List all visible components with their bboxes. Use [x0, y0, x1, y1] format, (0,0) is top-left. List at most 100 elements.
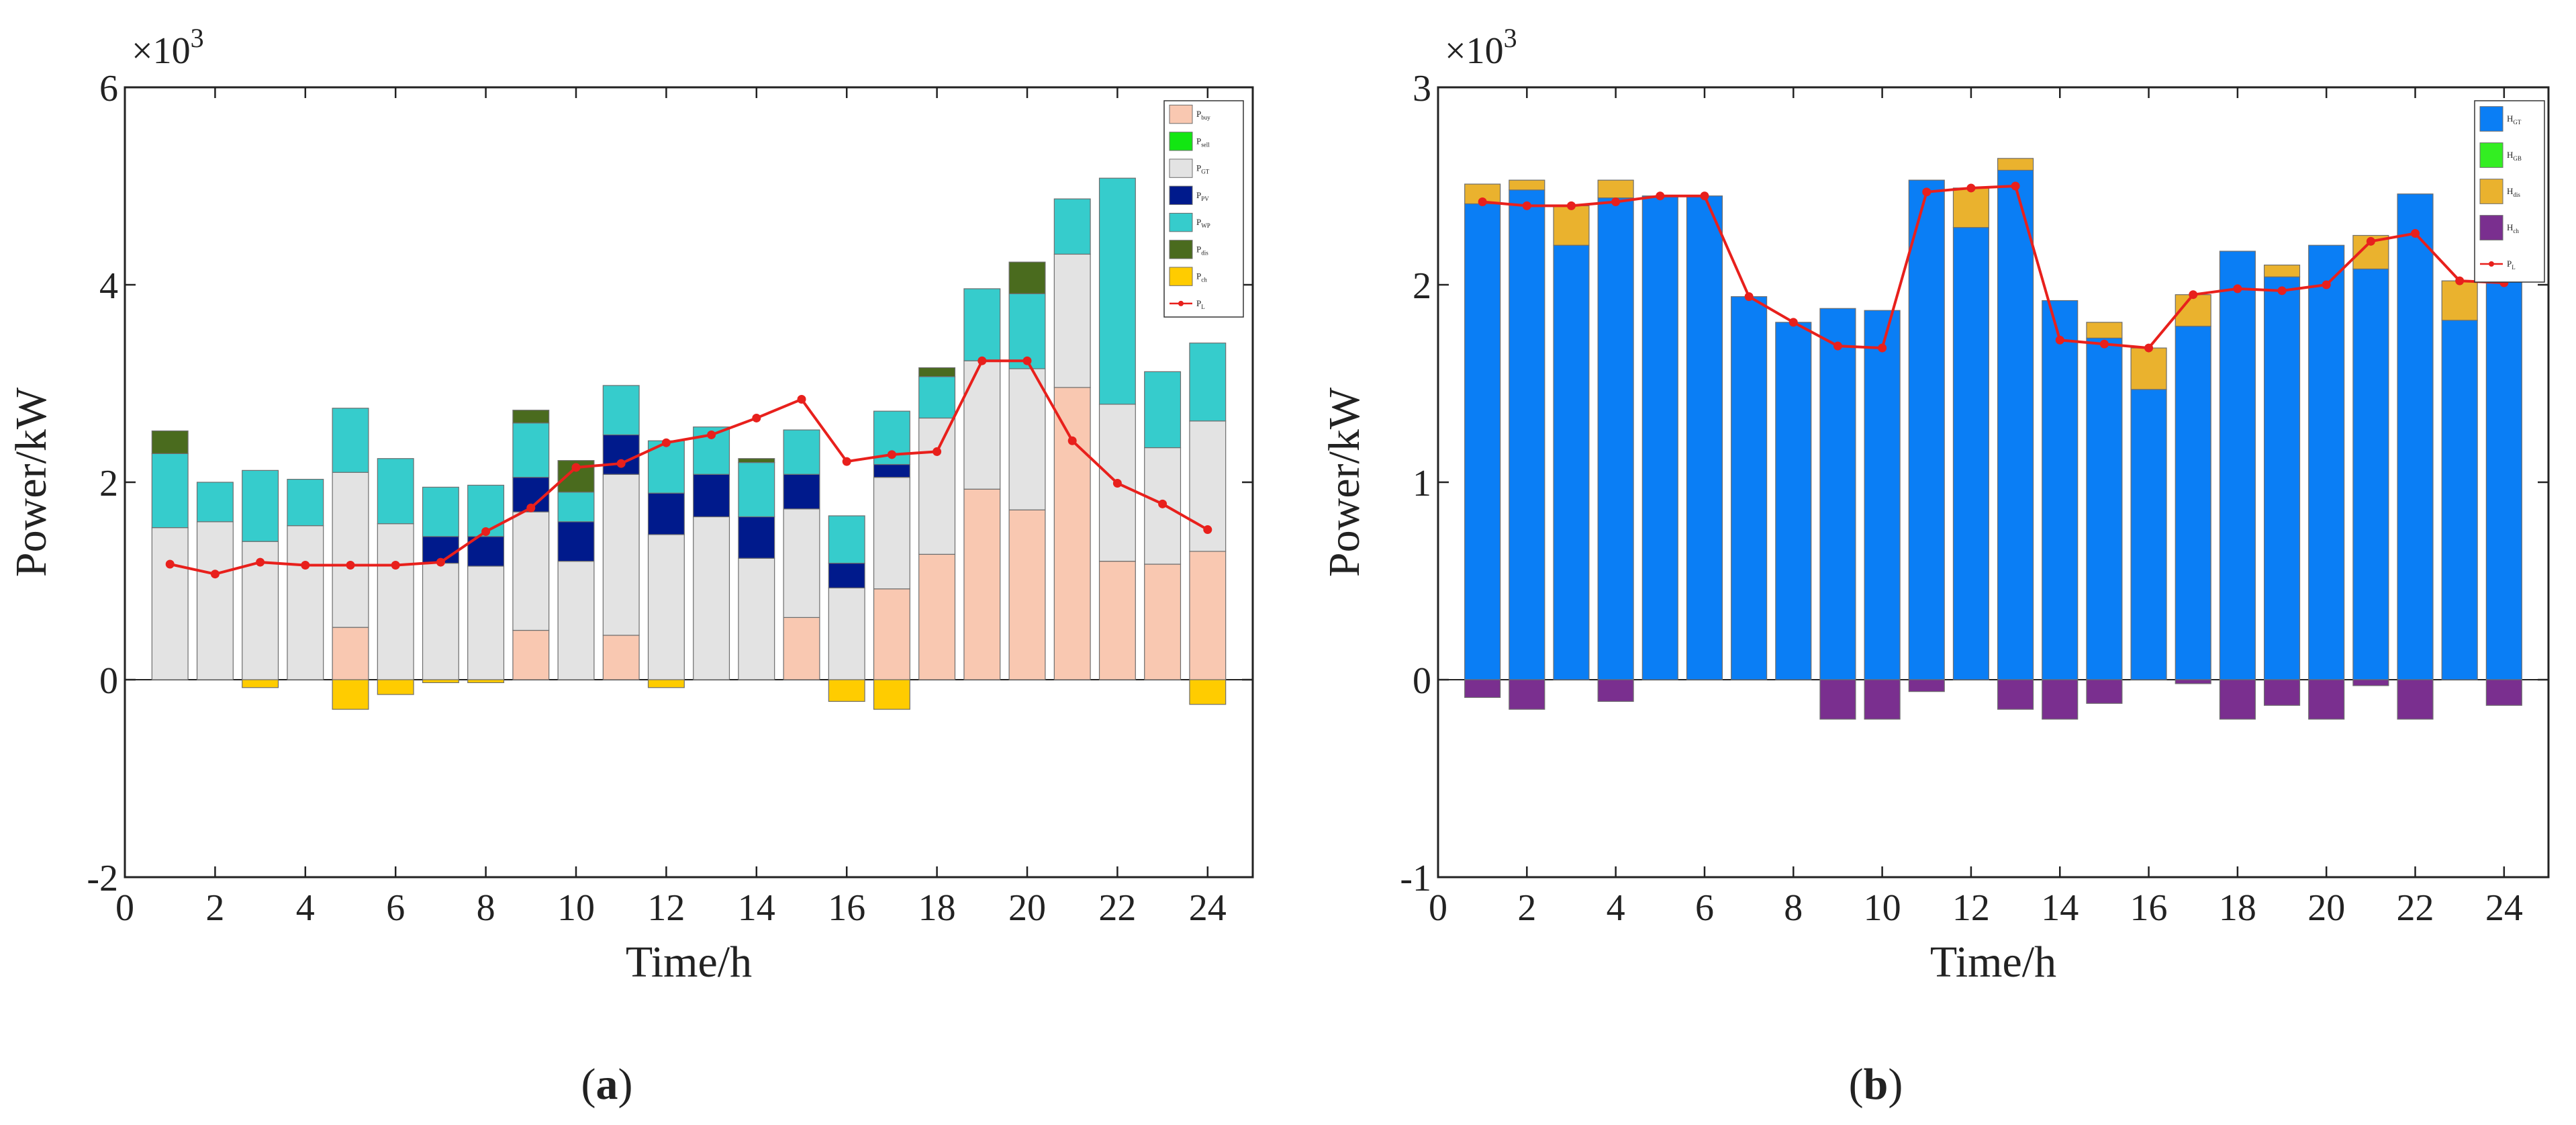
- bar-a-PGT-t11: [602, 474, 640, 636]
- point-a-PL-t21: [1067, 436, 1077, 445]
- bar-b-HGT-t19: [2263, 276, 2301, 680]
- bar-b-HGT-t22: [2397, 193, 2434, 680]
- point-b-PL-t5: [1656, 191, 1665, 201]
- x-tick-label-a-6: 6: [386, 887, 405, 929]
- bar-a-PPV-t12: [647, 492, 685, 535]
- legend-swatch-a-PPV: [1169, 185, 1193, 206]
- x-tick-label-b-10: 10: [1864, 887, 1901, 929]
- y-tick-label-a-3: 4: [99, 265, 118, 307]
- bar-a-PWP-t20: [1008, 293, 1046, 369]
- bar-b-Hdis-t2: [1509, 179, 1545, 191]
- y-tick-label-a-2: 2: [99, 463, 118, 504]
- bar-b-Hch-t1: [1464, 679, 1501, 699]
- bar-a-Pbuy-t20: [1008, 509, 1046, 680]
- bar-a-PGT-t17: [873, 477, 910, 590]
- bar-a-PWP-t16: [828, 515, 865, 564]
- legend-swatch-a-Pch: [1169, 267, 1193, 286]
- bar-a-PPV-t10: [557, 521, 595, 562]
- bar-a-PWP-t24: [1189, 343, 1227, 422]
- bar-b-HGT-t17: [2175, 326, 2211, 680]
- y-tick-label-b-1: 0: [1413, 660, 1431, 702]
- bar-b-Hdis-t23: [2441, 280, 2478, 321]
- point-b-PL-t11: [1922, 187, 1931, 197]
- bar-a-PGT-t13: [693, 516, 730, 680]
- bar-b-Hdis-t16: [2130, 347, 2167, 390]
- point-b-PL-t23: [2455, 276, 2465, 285]
- point-a-PL-t10: [571, 463, 581, 472]
- point-a-PL-t14: [752, 413, 761, 422]
- bar-b-Hch-t9: [1819, 679, 1856, 720]
- bar-a-PPV-t8: [467, 536, 505, 567]
- bar-a-PGT-t16: [828, 587, 865, 680]
- bar-b-HGT-t11: [1908, 179, 1945, 680]
- bar-b-HGT-t15: [2086, 337, 2123, 680]
- bar-b-HGT-t8: [1775, 322, 1812, 680]
- bar-b-Hch-t19: [2263, 679, 2301, 706]
- chart-panel-a: 0 2 4 6 8 10 12 14 16 18 20 22 24-20246×103Time/hPow…: [7, 23, 1254, 987]
- point-b-PL-t2: [1522, 201, 1531, 210]
- point-b-PL-t21: [2366, 236, 2375, 246]
- bar-b-Hch-t21: [2352, 679, 2389, 686]
- bar-b-Hdis-t15: [2086, 322, 2123, 339]
- bar-b-Hch-t17: [2175, 679, 2211, 684]
- x-tick-label-b-12: 12: [1952, 887, 1990, 929]
- point-a-PL-t3: [256, 557, 265, 567]
- bar-b-HGT-t23: [2441, 320, 2478, 680]
- bar-a-PGT-t5: [332, 471, 369, 628]
- point-a-PL-t5: [346, 560, 355, 570]
- bar-b-Hch-t2: [1509, 679, 1545, 710]
- point-a-PL-t17: [887, 450, 896, 459]
- point-b-PL-t17: [2189, 290, 2198, 300]
- bar-b-HGT-t9: [1819, 308, 1856, 680]
- x-tick-label-a-4: 4: [296, 887, 315, 929]
- bar-b-HGT-t5: [1641, 195, 1678, 680]
- bar-a-Pch-t5: [332, 679, 369, 710]
- y-tick-label-b-2: 1: [1413, 463, 1431, 504]
- bar-a-PGT-t12: [647, 534, 685, 680]
- line-a-PL: [169, 359, 1208, 576]
- bar-b-HGT-t10: [1864, 310, 1901, 680]
- y-tick-label-b-4: 3: [1413, 68, 1431, 109]
- bar-a-Pch-t7: [422, 679, 459, 684]
- y-tick-label-a-0: -2: [87, 858, 118, 899]
- x-tick-label-a-10: 10: [557, 887, 595, 929]
- bar-a-PWP-t23: [1144, 371, 1182, 449]
- legend-marker-a-PL: [1178, 300, 1184, 306]
- bar-b-HGT-t24: [2485, 272, 2522, 680]
- bar-b-HGT-t21: [2352, 268, 2389, 680]
- bar-a-Pch-t3: [242, 679, 279, 688]
- bar-a-PWP-t3: [242, 469, 279, 542]
- x-tick-label-a-14: 14: [738, 887, 775, 929]
- bar-a-PGT-t20: [1008, 368, 1046, 510]
- bar-b-HGT-t13: [1997, 169, 2034, 680]
- point-b-PL-t20: [2322, 280, 2331, 289]
- bar-a-PGT-t2: [196, 521, 234, 680]
- bar-a-PWP-t18: [918, 376, 956, 419]
- bar-b-Hch-t18: [2219, 679, 2256, 720]
- x-tick-label-b-6: 6: [1695, 887, 1714, 929]
- bar-b-Hdis-t3: [1553, 205, 1590, 246]
- bar-b-HGT-t18: [2219, 251, 2256, 680]
- bar-a-PGT-t1: [151, 527, 189, 680]
- y-tick-label-b-3: 2: [1413, 265, 1431, 307]
- bar-a-PWP-t2: [196, 482, 234, 523]
- bar-a-PGT-t4: [287, 525, 324, 680]
- bar-a-PGT-t6: [377, 523, 414, 680]
- bar-b-Hdis-t12: [1952, 187, 1989, 228]
- x-tick-label-a-0: 0: [115, 887, 134, 929]
- x-tick-label-b-18: 18: [2219, 887, 2256, 929]
- bar-b-HGT-t2: [1509, 189, 1545, 680]
- x-tick-label-b-2: 2: [1517, 887, 1536, 929]
- chart-panel-b: 0 2 4 6 8 10 12 14 16 18 20 22 24-10123×103Time/hPow…: [1320, 23, 2550, 987]
- point-b-PL-t3: [1566, 201, 1576, 210]
- point-b-PL-t12: [1966, 183, 1976, 193]
- bar-a-PWP-t15: [783, 429, 820, 475]
- bar-a-PGT-t21: [1053, 253, 1091, 388]
- bar-b-Hch-t22: [2397, 679, 2434, 720]
- x-tick-label-b-14: 14: [2041, 887, 2079, 929]
- point-b-PL-t18: [2233, 284, 2242, 294]
- bar-a-PGT-t15: [783, 508, 820, 618]
- point-a-PL-t11: [616, 459, 626, 468]
- bar-a-PWP-t9: [512, 422, 550, 478]
- bar-b-HGT-t20: [2308, 244, 2345, 680]
